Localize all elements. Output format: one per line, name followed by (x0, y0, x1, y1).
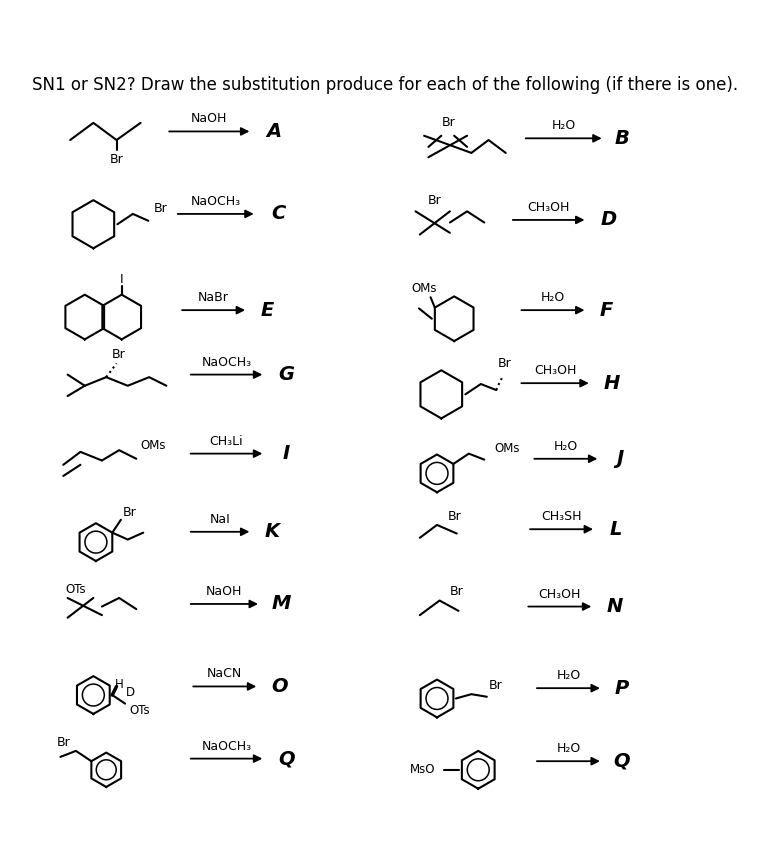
Text: SN1 or SN2? Draw the substitution produce for each of the following (if there is: SN1 or SN2? Draw the substitution produc… (32, 76, 739, 94)
Text: Q: Q (278, 749, 295, 768)
Text: NaOCH₃: NaOCH₃ (201, 740, 251, 753)
Text: OMs: OMs (495, 442, 520, 455)
Text: Q: Q (614, 752, 630, 771)
Text: OMs: OMs (412, 282, 437, 295)
Text: OTs: OTs (65, 583, 86, 596)
Text: P: P (614, 679, 629, 698)
Text: CH₃Li: CH₃Li (210, 435, 244, 448)
Text: MsO: MsO (409, 763, 436, 776)
Text: B: B (614, 129, 629, 148)
Text: M: M (272, 594, 291, 613)
Text: NaOH: NaOH (191, 113, 227, 126)
Text: H: H (115, 678, 123, 691)
Text: OTs: OTs (130, 704, 150, 717)
Text: OMs: OMs (140, 438, 166, 451)
Text: H₂O: H₂O (541, 291, 565, 304)
Text: L: L (610, 520, 622, 539)
Text: I: I (120, 273, 123, 286)
Text: Br: Br (153, 203, 167, 216)
Text: NaOH: NaOH (206, 585, 243, 598)
Text: CH₃OH: CH₃OH (534, 365, 577, 378)
Text: Br: Br (489, 679, 502, 692)
Text: Br: Br (57, 736, 71, 749)
Text: J: J (616, 449, 624, 469)
Text: D: D (601, 210, 617, 229)
Text: Br: Br (123, 507, 136, 520)
Text: F: F (600, 301, 613, 320)
Text: I: I (283, 444, 290, 463)
Text: Br: Br (113, 348, 126, 361)
Text: N: N (607, 597, 623, 616)
Text: CH₃OH: CH₃OH (527, 201, 570, 214)
Text: Br: Br (450, 585, 463, 598)
Text: NaBr: NaBr (198, 291, 229, 304)
Text: Br: Br (441, 116, 455, 129)
Text: H₂O: H₂O (557, 742, 581, 755)
Text: H₂O: H₂O (551, 120, 576, 132)
Text: K: K (264, 522, 280, 541)
Text: Br: Br (447, 510, 461, 523)
Text: Br: Br (109, 153, 123, 166)
Text: NaOCH₃: NaOCH₃ (190, 195, 241, 208)
Text: G: G (278, 365, 295, 385)
Text: D: D (126, 686, 135, 699)
Text: Br: Br (498, 357, 512, 370)
Text: H: H (603, 373, 620, 392)
Text: E: E (261, 301, 274, 320)
Text: O: O (271, 677, 288, 696)
Text: H₂O: H₂O (554, 440, 578, 453)
Text: A: A (266, 122, 281, 141)
Text: NaOCH₃: NaOCH₃ (201, 356, 251, 369)
Text: NaCN: NaCN (207, 668, 242, 681)
Text: CH₃SH: CH₃SH (541, 510, 582, 523)
Text: H₂O: H₂O (557, 669, 581, 682)
Text: CH₃OH: CH₃OH (539, 587, 581, 600)
Text: Br: Br (428, 194, 441, 207)
Text: NaI: NaI (210, 513, 231, 526)
Text: C: C (271, 204, 285, 223)
